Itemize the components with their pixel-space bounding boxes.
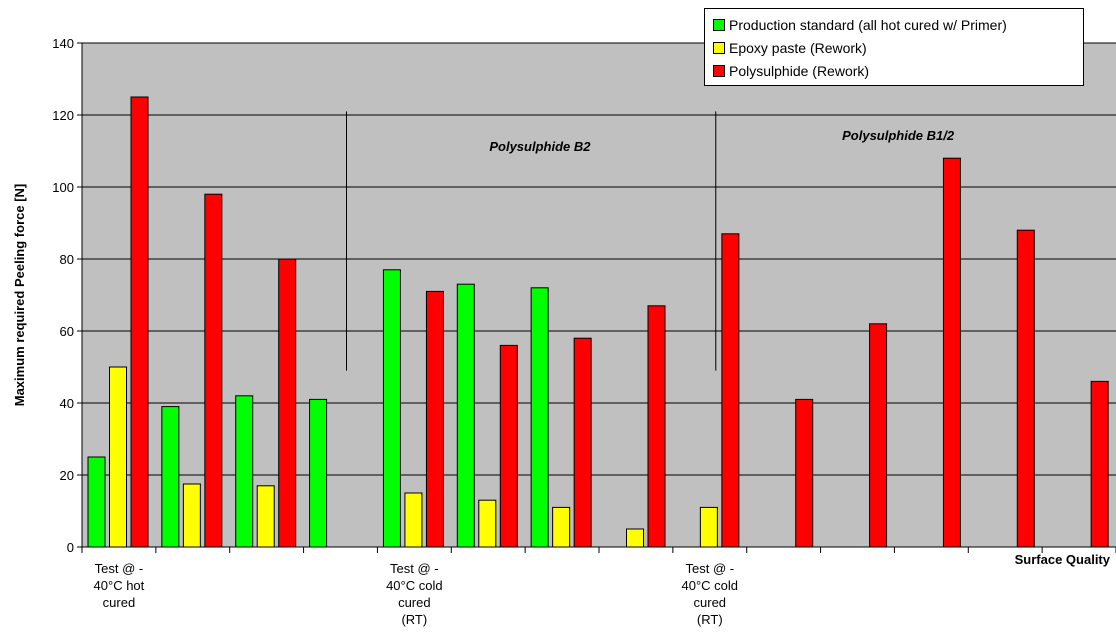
bar [795,398,814,548]
y-tick-label: 0 [67,540,74,555]
legend-swatch-red [713,64,725,77]
bar [404,492,423,548]
bar [204,193,223,548]
legend-item-epoxy-paste: Epoxy paste (Rework) [713,36,1083,59]
x-category-label: Test @ - 40°C cold cured (RT) [386,561,443,627]
divider-lines [346,111,717,371]
bar [109,366,127,548]
legend-swatch-green [713,18,725,31]
x-axis-ticks [81,547,1116,553]
bar [425,290,444,548]
bars [87,96,1109,548]
y-tick-label: 60 [60,324,74,339]
bar [382,269,401,548]
y-tick-label: 40 [60,396,74,411]
legend-swatch-yellow [713,41,725,54]
bar [456,283,475,548]
bar [699,506,718,548]
annotation-polysulphide-b1-2: Polysulphide B1/2 [842,128,955,143]
bar [1016,229,1035,548]
annotation-polysulphide-b2: Polysulphide B2 [489,139,591,154]
bar [309,398,328,548]
bar [1090,380,1109,548]
x-category-label: Test @ - 40°C hot cured [93,561,145,610]
bar [647,305,666,548]
bar [256,485,275,548]
bar [499,344,518,548]
legend: Production standard (all hot cured w/ Pr… [704,8,1084,86]
legend-label: Polysulphide (Rework) [729,62,870,79]
legend-label: Epoxy paste (Rework) [729,39,867,56]
y-tick-label: 20 [60,468,74,483]
bar [235,395,254,548]
y-tick-label: 140 [52,36,74,51]
y-tick-label: 120 [52,108,74,123]
bar [130,96,149,548]
x-category-label: Test @ - 40°C cold cured (RT) [681,561,739,627]
bar [530,287,549,548]
y-tick-label: 80 [60,252,74,267]
x-axis-label: Surface Quality [1015,552,1111,567]
bar [87,456,106,548]
legend-item-production-standard: Production standard (all hot cured w/ Pr… [713,13,1083,36]
bar [161,406,180,548]
bar [478,499,497,548]
bar [278,258,297,548]
legend-item-polysulphide: Polysulphide (Rework) [713,59,1083,82]
bar [942,157,961,548]
bar [552,506,571,548]
bar [721,233,740,548]
y-tick-label: 100 [52,180,74,195]
bar [182,483,201,548]
y-axis-label: Maximum required Peeling force [N] [12,184,27,407]
bar [869,323,888,548]
bar [573,337,592,548]
bar [626,528,644,548]
legend-label: Production standard (all hot cured w/ Pr… [729,16,1007,33]
